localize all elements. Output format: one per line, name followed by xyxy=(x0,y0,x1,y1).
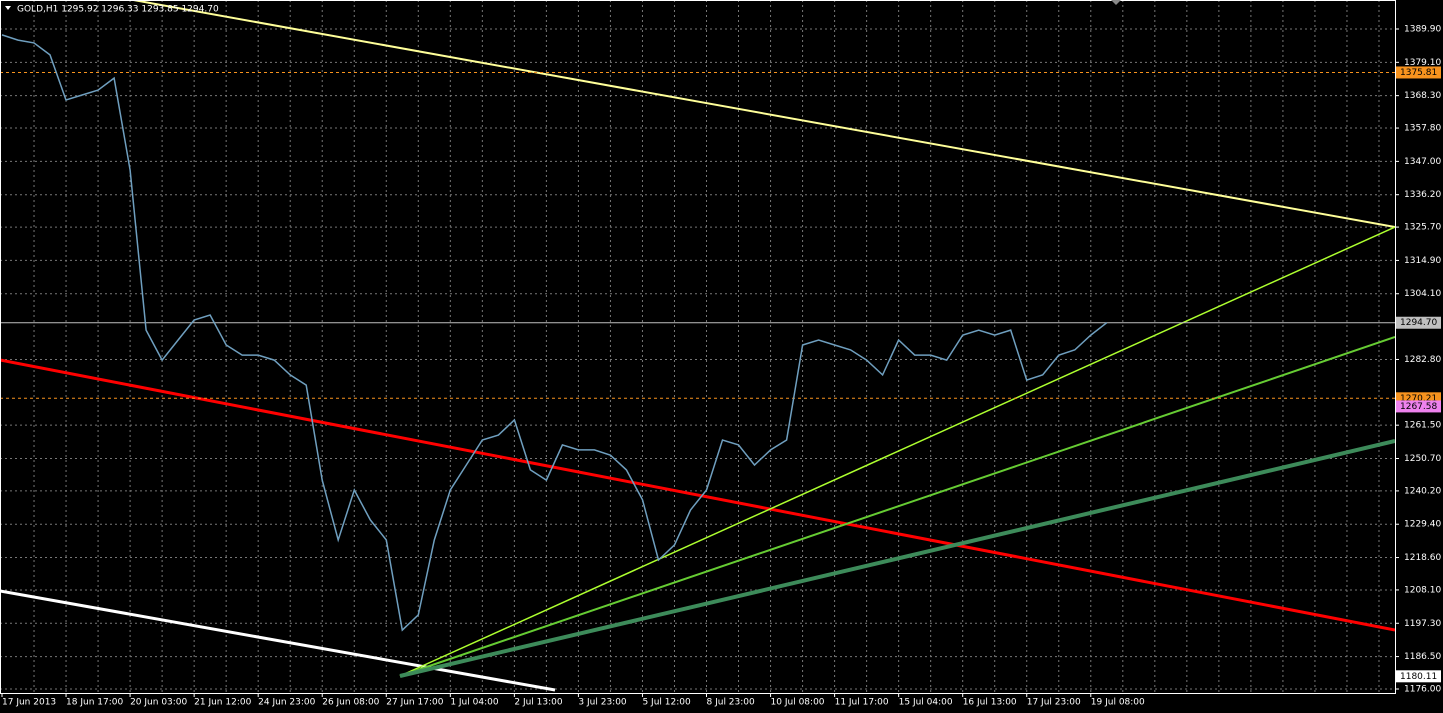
trendline xyxy=(399,439,1395,678)
price-level-label: 1375.81 xyxy=(1400,68,1437,78)
x-tick-label: 8 Jul 23:00 xyxy=(707,698,756,708)
x-tick-label: 10 Jul 08:00 xyxy=(771,698,825,708)
y-tick-label: 1368.30 xyxy=(1404,91,1441,101)
x-tick-label: 24 Jun 23:00 xyxy=(258,698,315,708)
chart-title: GOLD,H1 1295.92 1296.33 1293.85 1294.70 xyxy=(17,5,219,15)
price-level-tag xyxy=(1396,66,1441,79)
price-level-label: 1294.70 xyxy=(1400,318,1437,328)
y-tick-label: 1379.10 xyxy=(1404,58,1441,68)
y-tick-label: 1347.00 xyxy=(1404,157,1441,167)
x-tick-label: 17 Jun 2013 xyxy=(2,698,56,708)
shift-marker xyxy=(1111,0,1121,5)
price-level-label: 1270.21 xyxy=(1400,394,1437,404)
y-tick-label: 1357.80 xyxy=(1404,124,1441,134)
y-tick-label: 1314.90 xyxy=(1404,256,1441,266)
levels xyxy=(0,71,1395,399)
trendlines xyxy=(0,0,1395,692)
trendline xyxy=(399,226,1395,677)
y-tick-label: 1240.20 xyxy=(1404,486,1441,496)
y-tick-label: 1389.90 xyxy=(1404,25,1441,35)
plot-frame xyxy=(0,0,1396,694)
y-tick-label: 1229.40 xyxy=(1404,520,1441,530)
price-level-label: 1267.58 xyxy=(1400,402,1437,412)
x-tick-label: 26 Jun 08:00 xyxy=(322,698,379,708)
menu-arrow xyxy=(5,6,11,10)
y-tick-label: 1176.00 xyxy=(1404,684,1441,694)
price-level-tag xyxy=(1396,316,1441,329)
y-tick-label: 1186.50 xyxy=(1404,652,1441,662)
grid xyxy=(0,0,1395,693)
x-tick-label: 1 Jul 04:00 xyxy=(450,698,499,708)
price-level-label: 1180.11 xyxy=(1400,672,1437,682)
x-tick-label: 2 Jul 13:00 xyxy=(514,698,563,708)
trendline xyxy=(399,336,1395,677)
x-tick-label: 20 Jun 03:00 xyxy=(130,698,187,708)
y-tick-label: 1325.70 xyxy=(1404,223,1441,233)
y-tick-label: 1261.50 xyxy=(1404,421,1441,431)
x-tick-label: 27 Jun 17:00 xyxy=(386,698,443,708)
y-tick-label: 1250.70 xyxy=(1404,454,1441,464)
trendline xyxy=(0,589,556,692)
x-tick-label: 11 Jul 17:00 xyxy=(835,698,889,708)
x-tick-label: 15 Jul 04:00 xyxy=(899,698,953,708)
trendline xyxy=(0,358,1395,632)
x-tick-label: 19 Jul 08:00 xyxy=(1091,698,1145,708)
y-tick-label: 1336.20 xyxy=(1404,190,1441,200)
price-level-tag xyxy=(1396,400,1441,413)
y-tick-label: 1282.80 xyxy=(1404,355,1441,365)
x-tick-label: 16 Jul 13:00 xyxy=(963,698,1017,708)
price-line xyxy=(1,34,1108,632)
trendline xyxy=(127,0,1395,228)
y-tick-label: 1208.10 xyxy=(1404,585,1441,595)
x-tick-label: 3 Jul 23:00 xyxy=(578,698,627,708)
x-tick-label: 17 Jul 23:00 xyxy=(1027,698,1081,708)
y-tick-label: 1197.30 xyxy=(1404,619,1441,629)
marks xyxy=(1,34,1108,632)
y-tick-label: 1304.10 xyxy=(1404,289,1441,299)
x-tick-label: 18 Jun 17:00 xyxy=(66,698,123,708)
x-tick-label: 21 Jun 12:00 xyxy=(194,698,251,708)
x-tick-label: 5 Jul 12:00 xyxy=(642,698,691,708)
price-level-tag xyxy=(1396,670,1441,683)
y-tick-label: 1218.60 xyxy=(1404,553,1441,563)
